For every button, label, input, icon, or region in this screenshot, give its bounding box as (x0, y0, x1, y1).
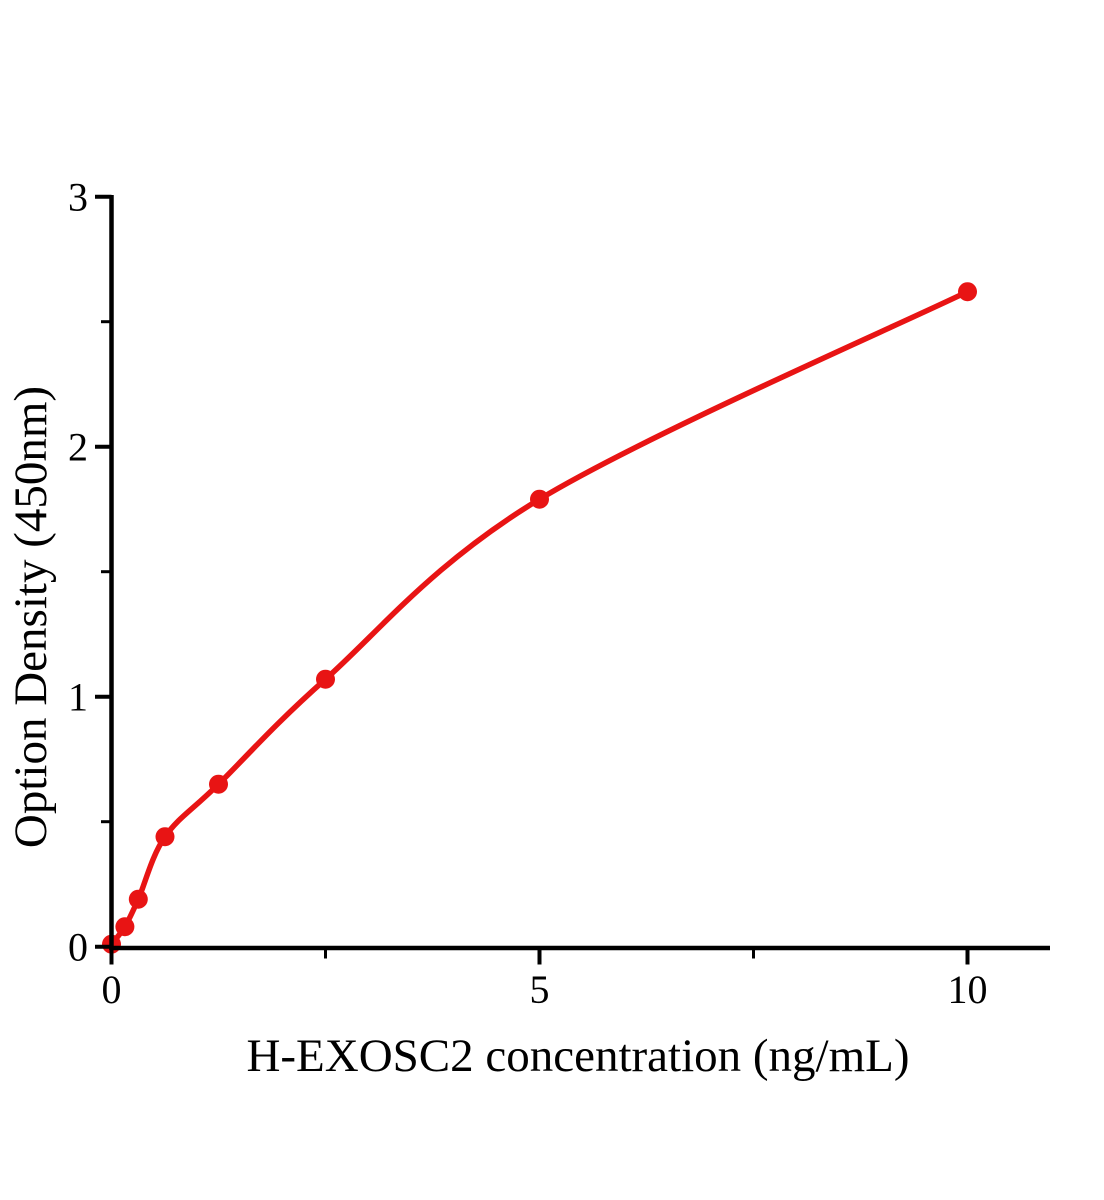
y-axis-title: Option Density (450nm) (5, 386, 57, 848)
y-tick-label-1: 1 (68, 675, 88, 720)
x-tick-label-0: 0 (102, 967, 122, 1012)
x-tick-label-10: 10 (948, 967, 988, 1012)
y-tick-label-0: 0 (68, 925, 88, 970)
data-point-0.3125 (128, 889, 148, 909)
data-point-5 (530, 489, 549, 509)
y-tick-label-2: 2 (68, 425, 88, 470)
y-tick-label-3: 3 (68, 175, 88, 220)
x-tick-label-5: 5 (530, 967, 550, 1012)
data-point-2.5 (316, 669, 335, 689)
data-point-0.625 (155, 827, 175, 847)
data-point-0.156 (115, 917, 135, 937)
data-point-10 (958, 282, 977, 302)
x-axis-title: H-EXOSC2 concentration (ng/mL) (246, 1030, 909, 1082)
standard-curve-line (108, 288, 971, 947)
data-point-1.25 (209, 774, 228, 794)
